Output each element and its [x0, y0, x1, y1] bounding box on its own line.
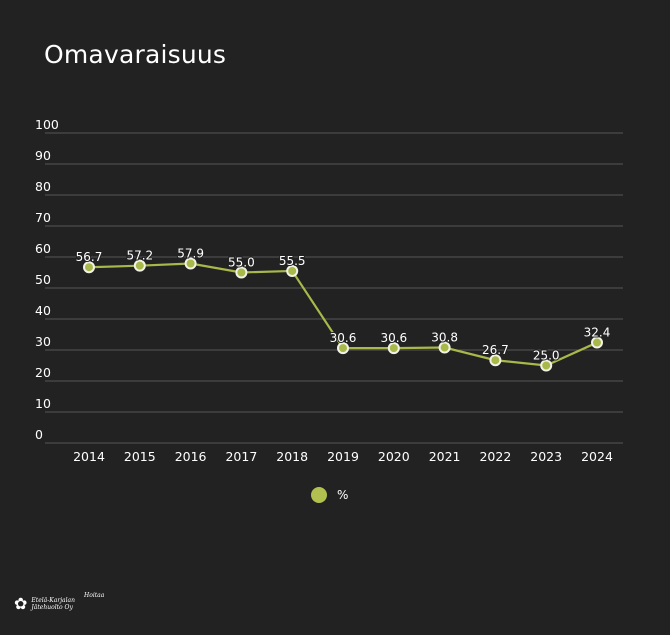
y-tick-label: 20 — [35, 365, 51, 380]
logo-line-1: Etelä-Karjalan — [31, 597, 75, 604]
data-point[interactable] — [591, 336, 603, 349]
y-tick-label: 10 — [35, 396, 51, 411]
y-tick-label: 50 — [35, 272, 51, 287]
x-tick-label: 2019 — [327, 449, 359, 464]
data-label: 25.0 — [533, 349, 560, 363]
data-point[interactable] — [235, 266, 248, 279]
data-label: 55.0 — [228, 256, 255, 270]
data-label: 55.5 — [279, 254, 306, 268]
y-axis-ticks: 0 10 20 30 40 50 60 70 80 90 100 — [35, 117, 59, 442]
x-tick-label: 2014 — [73, 449, 105, 464]
company-logo: ✿ Etelä-Karjalan Jätehuolto Oy Hoitaa — [14, 592, 104, 613]
x-tick-label: 2016 — [175, 449, 207, 464]
x-tick-label: 2018 — [276, 449, 308, 464]
x-tick-label: 2024 — [581, 449, 613, 464]
data-point[interactable] — [83, 261, 95, 274]
data-point[interactable] — [286, 264, 299, 277]
logo-flower-icon: ✿ — [14, 594, 28, 613]
x-tick-label: 2023 — [530, 449, 562, 464]
data-point[interactable] — [337, 342, 349, 355]
data-label: 57.2 — [126, 249, 153, 263]
data-point[interactable] — [387, 342, 400, 355]
legend-label: % — [337, 488, 349, 502]
data-label: 30.6 — [380, 331, 407, 345]
y-tick-label: 70 — [35, 210, 51, 225]
data-point[interactable] — [133, 259, 146, 272]
x-axis-ticks: 2014 2015 2016 2017 2018 2019 2020 2021 2022 2023… — [73, 449, 613, 464]
y-tick-label: 100 — [35, 117, 59, 132]
gridlines — [45, 132, 623, 444]
data-point[interactable] — [184, 257, 197, 270]
x-tick-label: 2017 — [225, 449, 257, 464]
data-label: 30.8 — [431, 331, 458, 345]
legend-swatch-icon — [311, 487, 327, 503]
x-tick-label: 2022 — [479, 449, 511, 464]
y-tick-label: 0 — [35, 427, 43, 442]
x-tick-label: 2015 — [124, 449, 156, 464]
data-markers — [83, 257, 603, 372]
data-point[interactable] — [438, 341, 451, 354]
y-tick-label: 30 — [35, 334, 51, 349]
data-label: 56.7 — [76, 250, 103, 264]
data-label: 57.9 — [177, 247, 204, 261]
data-labels: 56.7 57.2 57.9 55.0 55.5 30.6 30.6 30.8 26.7 25.0… — [75, 246, 612, 364]
data-label: 26.7 — [482, 343, 509, 357]
y-tick-label: 40 — [35, 303, 51, 318]
x-tick-label: 2021 — [429, 449, 461, 464]
data-point[interactable] — [540, 359, 553, 372]
data-point[interactable] — [489, 354, 502, 367]
y-tick-label: 80 — [35, 179, 51, 194]
chart-title: Omavaraisuus — [44, 40, 227, 69]
x-tick-label: 2020 — [378, 449, 410, 464]
data-label: 32.4 — [584, 326, 611, 340]
y-tick-label: 90 — [35, 148, 51, 163]
y-tick-label: 60 — [35, 241, 51, 256]
legend[interactable]: % — [311, 487, 348, 503]
logo-line-2: Jätehuolto Oy — [31, 604, 73, 611]
logo-script: Hoitaa — [84, 592, 105, 599]
data-label: 30.6 — [330, 331, 357, 345]
